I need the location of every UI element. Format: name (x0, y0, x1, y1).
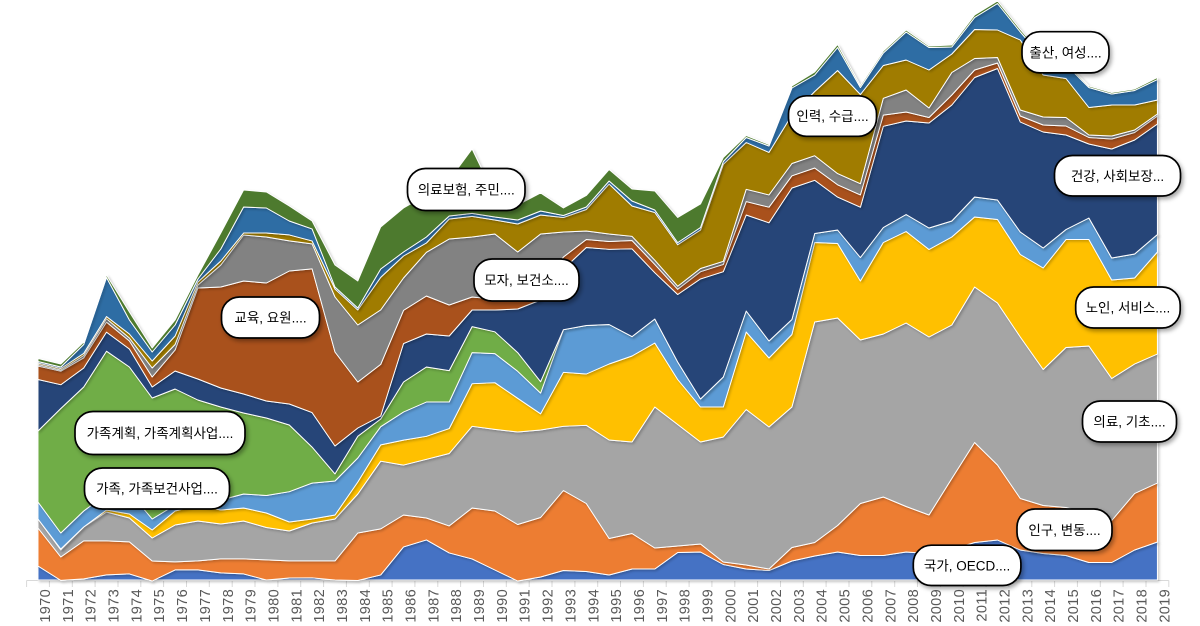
svg-text:1979: 1979 (244, 589, 260, 623)
svg-text:2003: 2003 (792, 589, 808, 623)
svg-text:1997: 1997 (655, 589, 671, 623)
svg-text:2001: 2001 (746, 589, 762, 623)
svg-text:1999: 1999 (701, 589, 717, 623)
svg-text:2017: 2017 (1112, 589, 1128, 623)
svg-text:1986: 1986 (404, 589, 420, 623)
svg-text:2004: 2004 (815, 589, 831, 623)
svg-text:가족계획, 가족계획사업....: 가족계획, 가족계획사업.... (87, 426, 234, 441)
svg-text:2011: 2011 (975, 589, 991, 622)
svg-text:1998: 1998 (678, 589, 694, 623)
svg-text:2002: 2002 (769, 589, 785, 623)
svg-text:의료보험, 주민....: 의료보험, 주민.... (418, 183, 515, 198)
svg-text:국가, OECD....: 국가, OECD.... (924, 558, 1010, 573)
svg-text:1988: 1988 (449, 589, 465, 623)
svg-text:1974: 1974 (129, 589, 145, 623)
svg-text:2012: 2012 (998, 589, 1014, 623)
svg-text:1996: 1996 (632, 589, 648, 623)
svg-text:2007: 2007 (883, 589, 899, 623)
svg-text:1985: 1985 (381, 589, 397, 623)
svg-text:인력, 수급....: 인력, 수급.... (796, 109, 868, 124)
svg-text:의료, 기초....: 의료, 기초.... (1093, 415, 1165, 430)
svg-text:1995: 1995 (609, 589, 625, 623)
svg-text:출산, 여성....: 출산, 여성.... (1029, 45, 1101, 60)
svg-text:2006: 2006 (860, 589, 876, 623)
svg-text:1981: 1981 (289, 589, 305, 623)
svg-text:2016: 2016 (1089, 589, 1105, 623)
svg-text:1987: 1987 (426, 589, 442, 623)
svg-text:1976: 1976 (175, 589, 191, 623)
svg-text:1983: 1983 (335, 589, 351, 623)
svg-text:1990: 1990 (495, 589, 511, 623)
svg-text:2019: 2019 (1157, 589, 1173, 623)
svg-text:1993: 1993 (563, 589, 579, 623)
svg-text:모자, 보건소....: 모자, 보건소.... (484, 273, 569, 288)
svg-text:1984: 1984 (358, 589, 374, 623)
svg-text:1994: 1994 (586, 589, 602, 623)
svg-text:2013: 2013 (1020, 589, 1036, 623)
svg-text:노인, 서비스....: 노인, 서비스.... (1086, 301, 1171, 316)
svg-text:2014: 2014 (1043, 589, 1059, 623)
svg-text:1978: 1978 (221, 589, 237, 623)
svg-text:2000: 2000 (723, 589, 739, 623)
svg-text:2005: 2005 (838, 589, 854, 623)
svg-text:1991: 1991 (518, 589, 534, 623)
svg-text:1980: 1980 (266, 589, 282, 623)
svg-text:2018: 2018 (1135, 589, 1151, 623)
svg-text:1973: 1973 (107, 589, 123, 623)
svg-text:2010: 2010 (952, 589, 968, 623)
svg-text:인구, 변동....: 인구, 변동.... (1028, 523, 1100, 538)
svg-text:1977: 1977 (198, 589, 214, 623)
svg-text:1971: 1971 (61, 589, 77, 623)
svg-text:1975: 1975 (152, 589, 168, 623)
svg-text:1972: 1972 (84, 589, 100, 623)
svg-text:1989: 1989 (472, 589, 488, 623)
svg-text:2015: 2015 (1066, 589, 1082, 623)
svg-text:1982: 1982 (312, 589, 328, 623)
svg-text:1970: 1970 (38, 589, 54, 623)
svg-text:건강, 사회보장...: 건강, 사회보장... (1071, 169, 1164, 184)
svg-text:교육, 요원....: 교육, 요원.... (234, 311, 306, 326)
svg-text:2008: 2008 (906, 589, 922, 623)
svg-text:2009: 2009 (929, 589, 945, 623)
svg-text:1992: 1992 (541, 589, 557, 623)
svg-text:가족, 가족보건사업....: 가족, 가족보건사업.... (96, 482, 218, 497)
